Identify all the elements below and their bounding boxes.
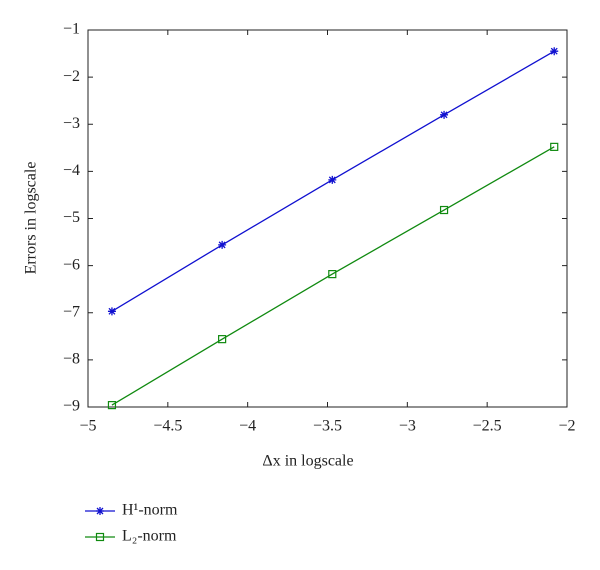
y-tick-label: −9 (63, 398, 80, 415)
marker (107, 401, 117, 410)
marker (328, 175, 337, 184)
y-tick-label: −3 (63, 115, 80, 132)
x-tick-label: −5 (79, 418, 96, 435)
marker (328, 270, 337, 279)
marker (218, 240, 227, 249)
x-tick-label: −3 (399, 418, 416, 435)
legend-label: H¹-norm (122, 502, 178, 519)
x-tick-label: −4.5 (153, 418, 182, 435)
y-tick-label: −1 (63, 21, 80, 38)
marker (550, 47, 559, 56)
legend-marker (96, 507, 104, 515)
y-tick-label: −6 (63, 256, 80, 273)
y-tick-label: −8 (63, 351, 80, 368)
y-tick-label: −7 (63, 303, 80, 320)
x-tick-label: −2.5 (473, 418, 502, 435)
x-axis-label: Δx in logscale (262, 453, 353, 470)
x-tick-label: −4 (239, 418, 256, 435)
plot-frame (87, 29, 568, 408)
marker (550, 142, 559, 151)
marker (440, 110, 449, 119)
legend-marker (95, 532, 105, 542)
y-axis-label: Errors in logscale (23, 162, 40, 275)
x-tick-label: −2 (558, 418, 575, 435)
marker (218, 335, 227, 344)
marker (439, 205, 449, 215)
x-tick-label: −3.5 (313, 418, 342, 435)
y-tick-label: −5 (63, 209, 80, 226)
legend-label: L₂-norm (122, 528, 177, 545)
y-tick-label: −2 (63, 68, 80, 85)
marker (107, 307, 116, 316)
series-line (111, 146, 555, 406)
y-tick-label: −4 (63, 162, 80, 179)
